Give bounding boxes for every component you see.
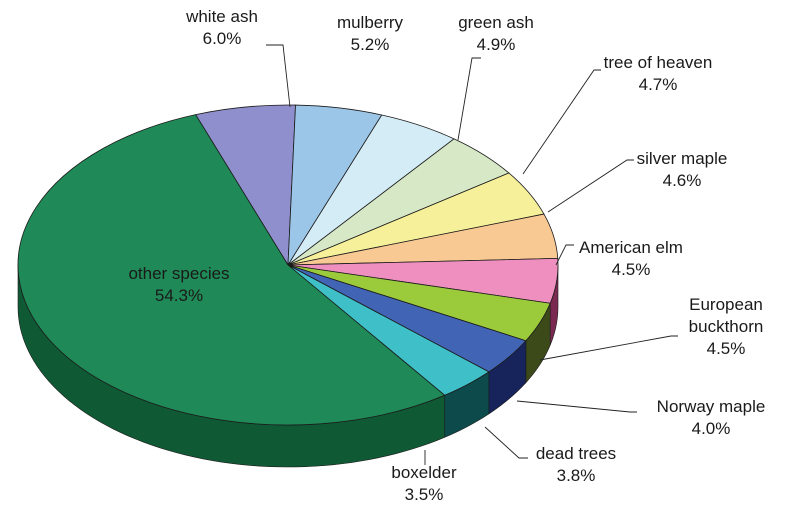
label-leaders [266, 44, 678, 465]
slice-top-10 [17, 114, 446, 426]
pie-sides [17, 264, 559, 468]
leader-line-4 [547, 159, 634, 213]
slice-name-label: boxelder [391, 463, 457, 482]
slice-percent-label: 54.3% [155, 286, 203, 305]
slice-percent-label: 4.9% [477, 35, 516, 54]
slice-percent-label: 6.0% [203, 29, 242, 48]
leader-line-8 [484, 426, 528, 459]
slice-name-label: mulberry [337, 13, 404, 32]
leader-line-5 [555, 244, 574, 266]
slice-name-label: Norway maple [657, 397, 766, 416]
leader-line-3 [522, 69, 601, 175]
leader-line-6 [539, 335, 678, 361]
slice-percent-label: 4.0% [692, 419, 731, 438]
slice-name-label: dead trees [536, 444, 616, 463]
slice-percent-label: 4.7% [639, 75, 678, 94]
slice-percent-label: 4.5% [612, 260, 651, 279]
pie-tops [17, 104, 559, 426]
slice-labels: white ash 6.0% mulberry 5.2% green ash 4.9% tr… [128, 7, 765, 504]
slice-percent-label: 4.5% [707, 339, 746, 358]
leader-line-0 [266, 44, 291, 108]
leader-line-7 [516, 400, 637, 413]
slice-percent-label: 4.6% [663, 171, 702, 190]
slice-name-label: green ash [458, 13, 534, 32]
slice-percent-label: 5.2% [351, 35, 390, 54]
slice-percent-label: 3.5% [405, 485, 444, 504]
slice-name-label: silver maple [637, 149, 728, 168]
slice-percent-label: 3.8% [557, 466, 596, 485]
slice-name-label: buckthorn [689, 317, 764, 336]
slice-name-label: white ash [185, 7, 258, 26]
slice-name-label: other species [128, 264, 229, 283]
slice-name-label: European [689, 295, 763, 314]
slice-name-label: American elm [579, 238, 683, 257]
slice-name-label: tree of heaven [604, 53, 713, 72]
leader-line-2 [457, 57, 481, 141]
